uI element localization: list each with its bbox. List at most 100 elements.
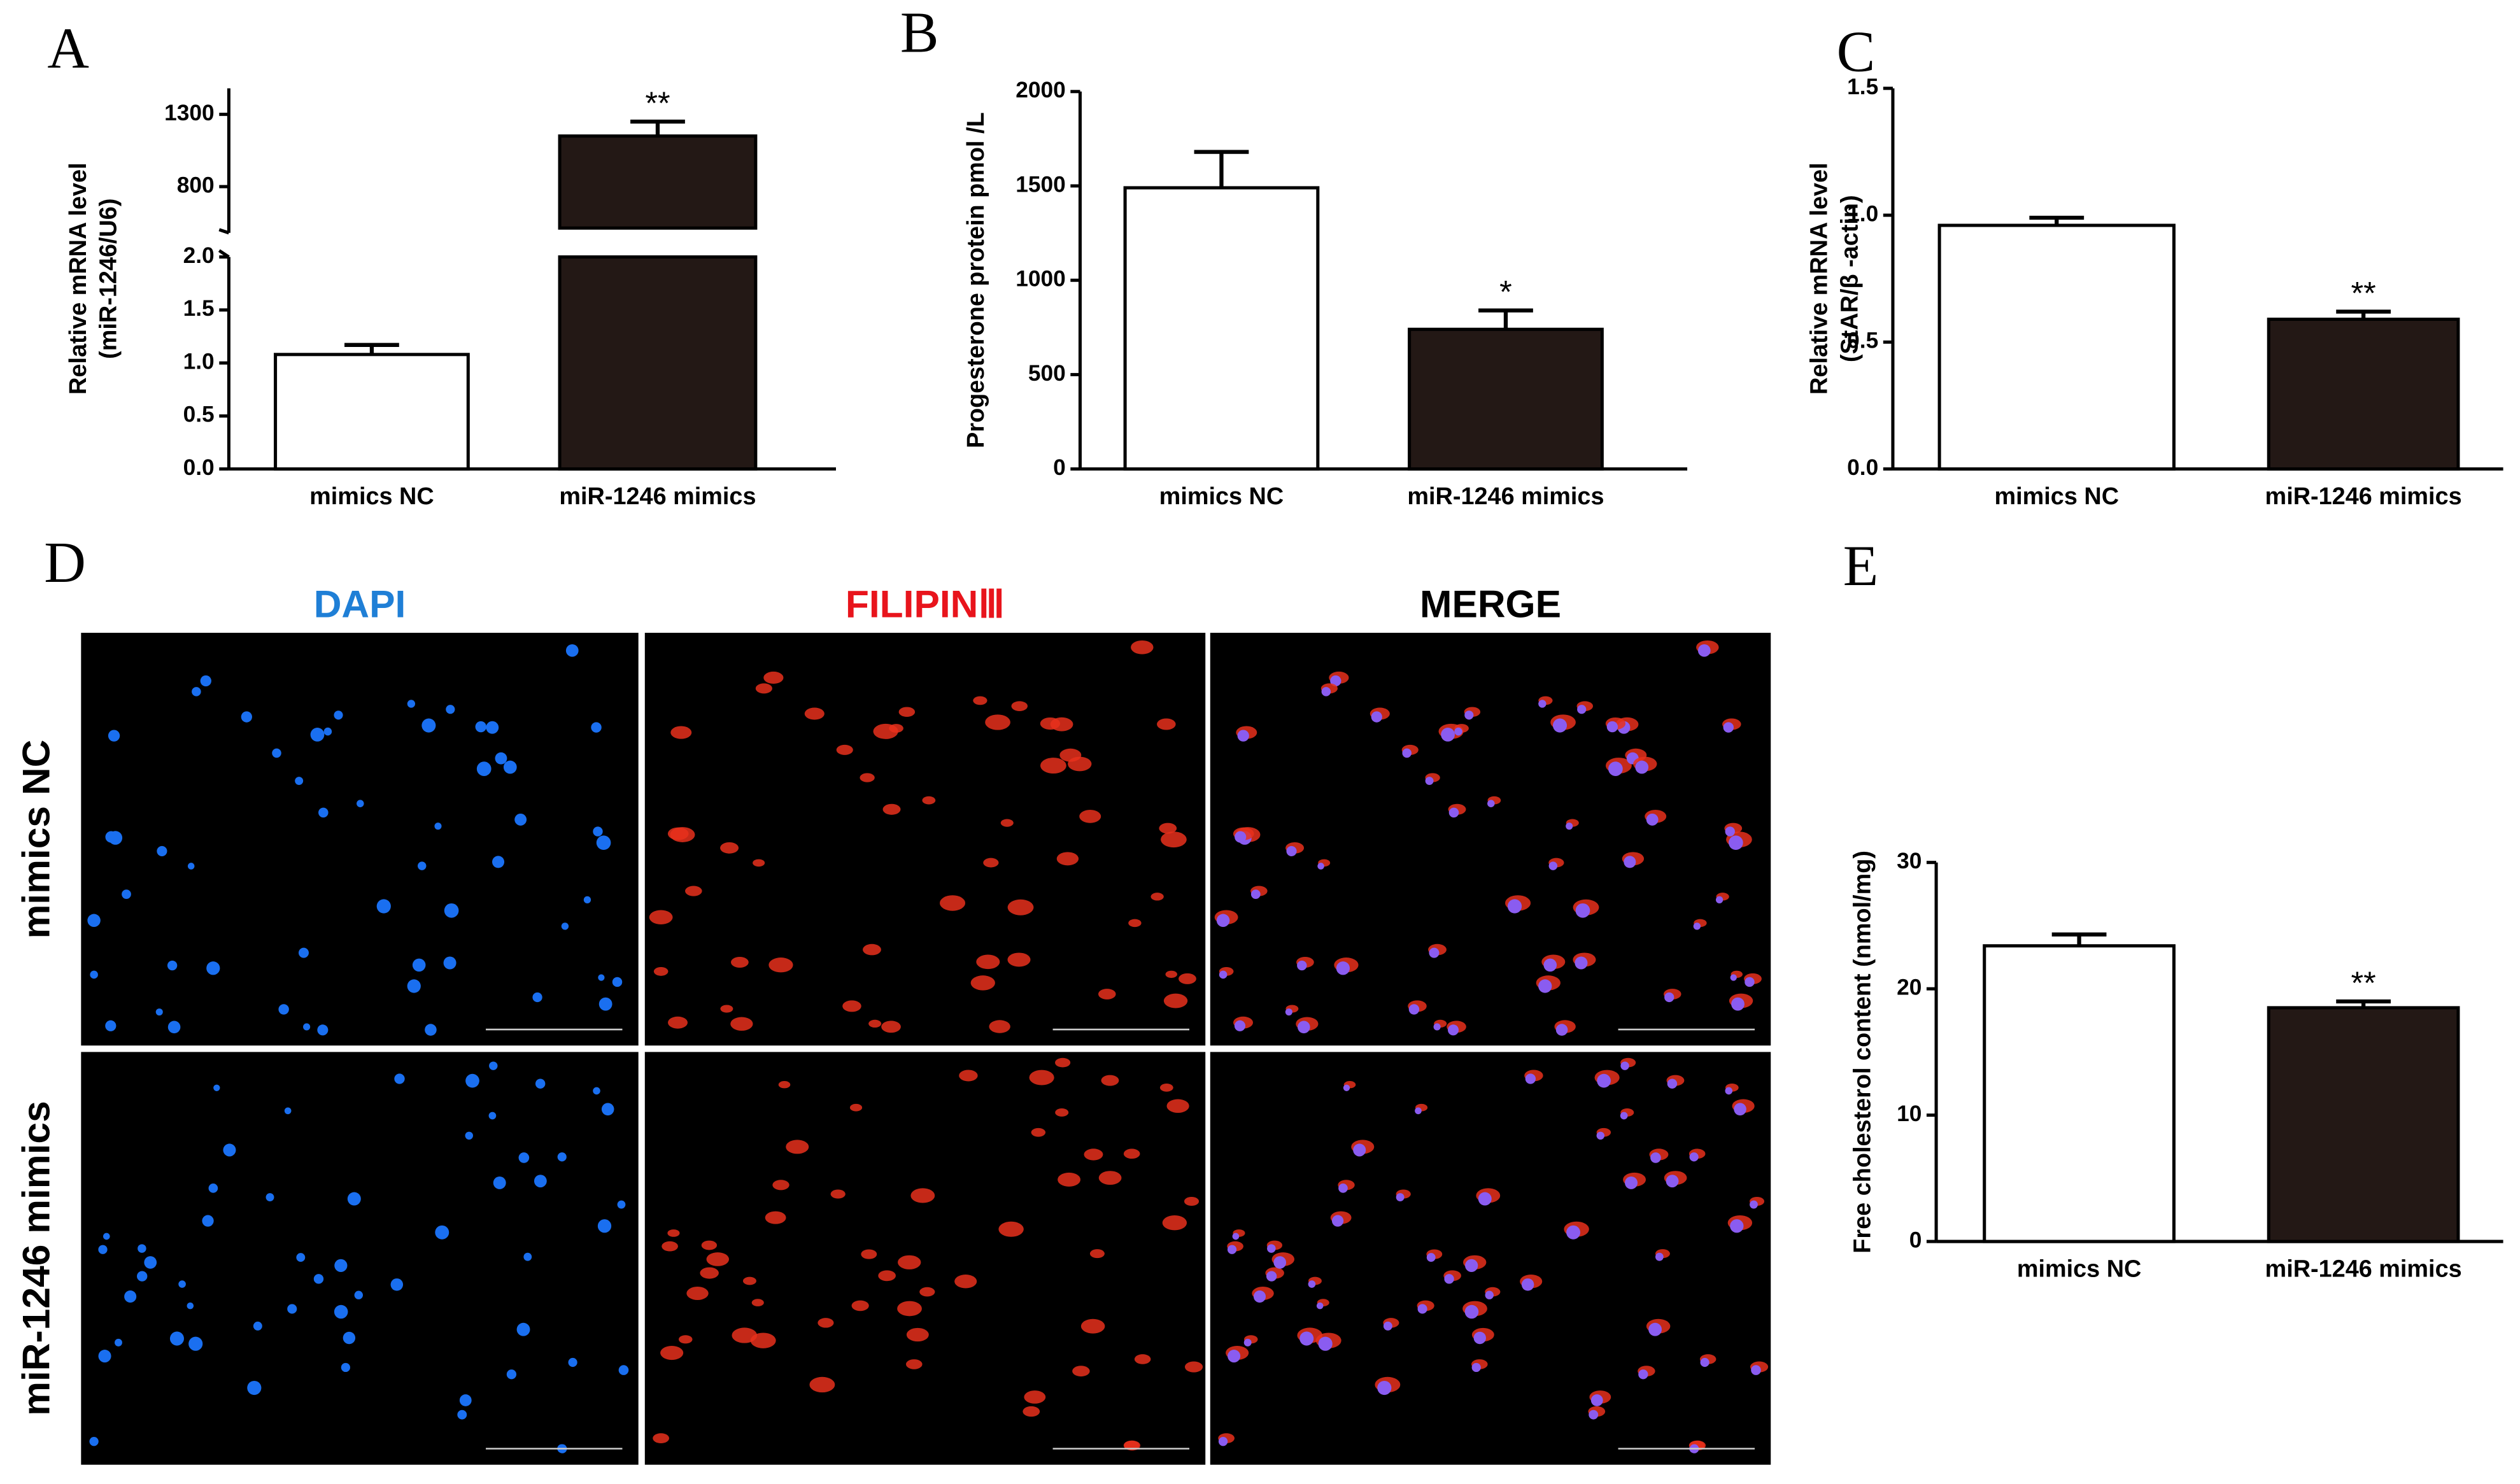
cell-nucleus (1552, 718, 1568, 733)
micrograph (1210, 632, 1771, 1046)
cell-nucleus (124, 1290, 137, 1303)
cell-nucleus (1538, 979, 1552, 993)
cell-stain (849, 1103, 863, 1112)
cell-stain (1058, 1172, 1081, 1187)
cell-nucleus (465, 1073, 479, 1088)
cell-nucleus (90, 970, 98, 979)
cell-nucleus (1444, 1274, 1454, 1284)
cell-stain (1089, 1249, 1105, 1259)
cell-nucleus (1577, 705, 1587, 714)
cell-stain (889, 724, 903, 733)
cell-nucleus (557, 1152, 567, 1162)
cell-nucleus (157, 845, 167, 856)
micrograph (81, 632, 639, 1046)
cell-nucleus (1730, 974, 1737, 981)
cell-nucleus (1433, 1023, 1441, 1031)
cell-stain (720, 1005, 733, 1013)
cell-stain (685, 886, 702, 896)
cell-nucleus (591, 722, 602, 733)
cell-stain (1024, 1390, 1046, 1404)
cell-nucleus (492, 856, 505, 868)
cell-nucleus (465, 1131, 473, 1140)
cell-nucleus (298, 947, 309, 958)
cell-stain (701, 1240, 718, 1250)
bar (1937, 223, 2176, 471)
cell-nucleus (1429, 947, 1440, 958)
cell-stain (1098, 1171, 1122, 1185)
cell-nucleus (1548, 861, 1558, 870)
cell-nucleus (1464, 1304, 1479, 1319)
cell-stain (753, 859, 765, 867)
cell-nucleus (1219, 970, 1228, 979)
x-tick-label: mimics NC (309, 483, 434, 510)
cell-nucleus (1745, 977, 1755, 987)
cell-nucleus (475, 721, 486, 733)
cell-nucleus (1286, 845, 1297, 856)
micrograph (644, 1052, 1206, 1465)
cell-nucleus (1625, 1176, 1638, 1189)
cell-stain (778, 1081, 791, 1089)
cell-stain (863, 943, 881, 956)
cell-nucleus (354, 1290, 363, 1299)
x-tick-label: miR-1246 mimics (2265, 483, 2462, 510)
cell-nucleus (518, 1152, 530, 1163)
cell-nucleus (167, 1021, 181, 1034)
cell-nucleus (593, 1087, 600, 1095)
cell-nucleus (593, 826, 603, 837)
cell-nucleus (488, 1112, 497, 1120)
cell-stain (830, 1189, 846, 1199)
cell-stain (898, 707, 916, 717)
cell-stain (919, 1287, 935, 1297)
cell-nucleus (103, 1233, 110, 1240)
cell-stain (1161, 831, 1187, 848)
y-axis-label: Free cholesterol content (nmol/mg) (1850, 851, 1876, 1254)
cell-stain (882, 803, 901, 815)
y-tick-label: 1000 (1016, 267, 1066, 292)
cell-nucleus (407, 979, 421, 993)
cell-nucleus (1667, 1078, 1678, 1089)
cell-nucleus (1441, 728, 1455, 742)
cell-nucleus (444, 903, 459, 918)
cell-stain (983, 858, 999, 868)
cell-nucleus (1648, 1322, 1662, 1336)
bar (1123, 186, 1320, 471)
y-tick-label: 0.5 (1847, 329, 1878, 353)
panel-label: B (900, 0, 939, 64)
cell-nucleus (1316, 1302, 1324, 1310)
cell-stain (1079, 809, 1101, 823)
cell-stain (1068, 756, 1092, 772)
y-tick-label: 0 (1053, 455, 1066, 480)
cell-nucleus (341, 1362, 350, 1373)
y-tick-label: 1300 (164, 101, 215, 125)
cell-nucleus (446, 705, 455, 714)
cell-stain (998, 1221, 1024, 1237)
cell-nucleus (1408, 1004, 1420, 1015)
cell-nucleus (421, 718, 436, 733)
cell-stain (668, 1016, 688, 1029)
cell-nucleus (105, 1020, 117, 1031)
cell-nucleus (1725, 1087, 1733, 1095)
panel-label: A (47, 17, 89, 81)
cell-nucleus (1543, 958, 1557, 972)
y-tick-label: 20 (1897, 975, 1922, 1000)
cell-stain (662, 1241, 678, 1252)
cell-nucleus (1253, 1290, 1266, 1303)
cell-stain (667, 827, 689, 840)
y-axis-label-line: (miR-1246/U6) (96, 199, 122, 359)
cell-stain (1134, 1354, 1151, 1364)
cell-nucleus (87, 914, 101, 928)
cell-nucleus (1638, 1369, 1648, 1380)
cell-stain (1179, 973, 1196, 984)
cell-stain (1007, 952, 1031, 967)
cell-nucleus (208, 1184, 218, 1193)
cell-nucleus (1525, 1073, 1536, 1084)
cell-nucleus (1729, 835, 1743, 851)
cell-stain (1072, 1366, 1090, 1377)
cell-nucleus (1555, 1024, 1568, 1036)
cell-stain (1029, 1070, 1054, 1085)
cell-nucleus (313, 1274, 324, 1284)
cell-nucleus (317, 1024, 329, 1036)
cell-stain (670, 726, 692, 739)
cell-stain (851, 1300, 869, 1311)
x-tick-label: miR-1246 mimics (559, 483, 756, 510)
